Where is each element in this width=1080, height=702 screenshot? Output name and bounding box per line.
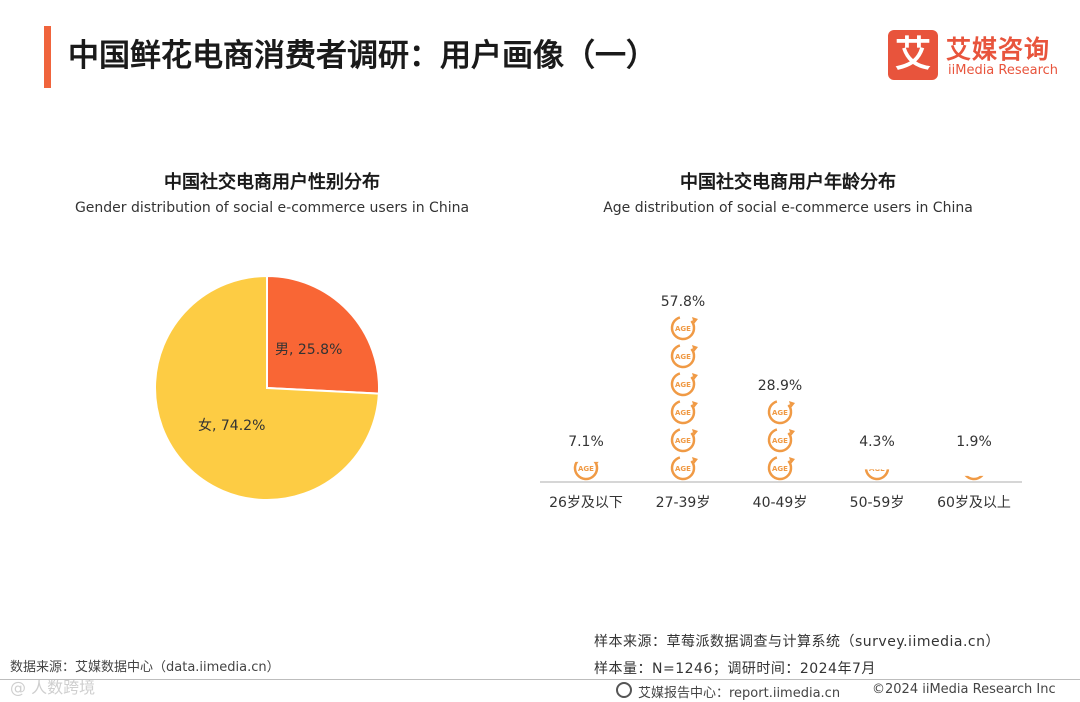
pie-label-female: 女, 74.2% [198,417,265,434]
value-label: 1.9% [956,434,992,450]
age-icon: AGE [670,399,698,425]
value-label: 7.1% [568,434,604,450]
category-label: 60岁及以上 [937,495,1011,511]
age-icon: AGE [961,465,987,481]
age-icon: AGE [670,343,698,369]
svg-text:AGE: AGE [675,325,691,333]
footer-divider [0,679,1080,680]
age-icon: AGE [573,461,599,481]
data-source: 数据来源：艾媒数据中心（data.iimedia.cn） [10,660,280,675]
pie-slice-male [266,274,380,395]
svg-text:AGE: AGE [578,465,594,473]
age-icon: AGE [670,455,698,481]
age-icon: AGE [767,427,795,453]
logo-chinese-name: 艾媒咨询 [946,35,1051,64]
globe-icon [616,682,632,698]
gender-pie-chart: 男, 25.8% 女, 74.2% [154,274,380,501]
value-label: 4.3% [859,434,895,450]
value-label: 57.8% [661,294,705,310]
pie-label-male: 男, 25.8% [275,342,342,358]
svg-text:AGE: AGE [966,465,982,473]
copyright: ©2024 iiMedia Research Inc [872,682,1056,697]
pie-slice-female [154,274,380,501]
svg-text:AGE: AGE [675,409,691,417]
page-title: 中国鲜花电商消费者调研：用户画像（一） [68,38,657,74]
report-center-link[interactable]: 艾媒报告中心：report.iimedia.cn [638,686,841,701]
svg-text:AGE: AGE [675,381,691,389]
category-label: 26岁及以下 [549,495,623,511]
gender-chart-title: 中国社交电商用户性别分布 [164,172,380,193]
logo-mark: 艾 [888,30,938,80]
gender-chart-subtitle: Gender distribution of social e-commerce… [74,200,470,216]
age-chart-title: 中国社交电商用户年龄分布 [680,172,896,193]
svg-text:AGE: AGE [869,465,885,473]
value-label: 28.9% [758,378,802,394]
watermark: @ 人数跨境 [10,678,96,697]
sample-size: 样本量：N=1246；调研时间：2024年7月 [594,661,876,677]
age-chart-subtitle: Age distribution of social e-commerce us… [603,200,973,216]
svg-text:AGE: AGE [772,409,788,417]
category-label: 40-49岁 [753,495,808,511]
svg-text:AGE: AGE [675,437,691,445]
svg-text:AGE: AGE [675,465,691,473]
title-accent-bar [44,26,51,88]
category-label: 50-59岁 [850,495,905,511]
logo-english-name: iiMedia Research [948,63,1059,78]
category-label: 27-39岁 [656,495,711,511]
age-icon: AGE [670,315,698,341]
svg-text:AGE: AGE [772,465,788,473]
age-icon: AGE [864,465,890,481]
age-icon: AGE [767,455,795,481]
svg-text:AGE: AGE [772,437,788,445]
age-icon: AGE [767,399,795,425]
age-pictogram-chart: AGE 7.1% 26岁及以下 AGE AGE AGE AGE AGE AGE 57.8% 27-3… [540,294,1022,511]
iimedia-logo: 艾 艾媒咨询 iiMedia Research [888,30,1060,82]
sample-source: 样本来源：草莓派数据调查与计算系统（survey.iimedia.cn） [594,634,1000,650]
age-icon: AGE [670,427,698,453]
svg-text:AGE: AGE [675,353,691,361]
age-icon: AGE [670,371,698,397]
